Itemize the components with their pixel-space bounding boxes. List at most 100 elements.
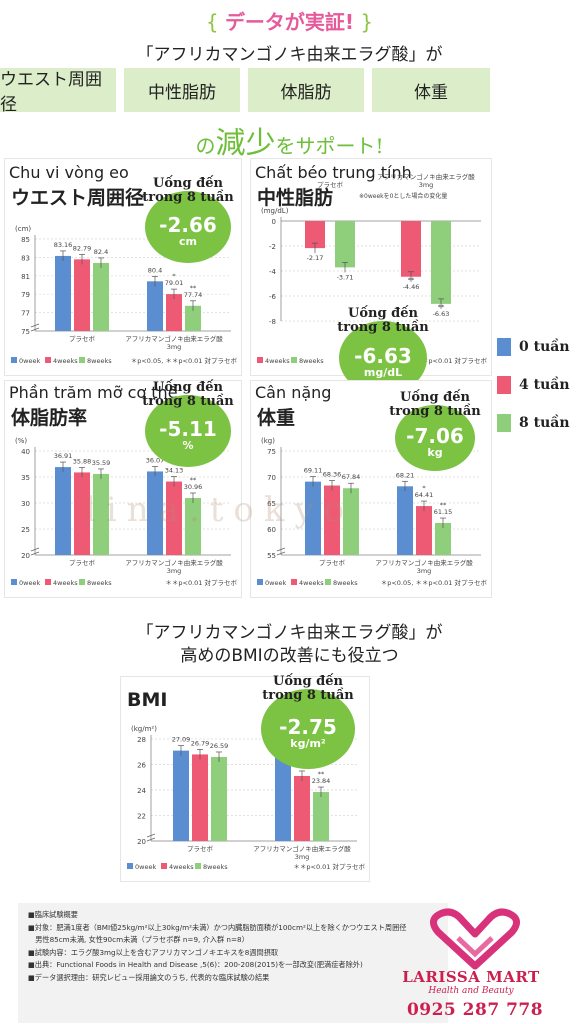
y-tick-label: 20 — [21, 552, 30, 560]
y-tick-label: 79 — [21, 291, 30, 299]
legend-swatch — [291, 579, 297, 585]
legend-swatch — [195, 863, 201, 869]
x-group-label: アフリカマンゴノキ由来エラグ酸 — [375, 558, 473, 567]
data-label: 35.88 — [73, 457, 92, 465]
data-label: -4.46 — [403, 283, 420, 291]
axis-break-mark — [30, 323, 40, 332]
legend-label: 0week — [19, 357, 40, 365]
trial-notes: ■臨床試験概要 ■対象：肥満1度者（BMI値25kg/m²以上30kg/m²未満… — [18, 903, 448, 1023]
chart-jp-title: ウエスト周囲径 — [11, 187, 145, 209]
legend-swatch — [79, 579, 85, 585]
data-label: 34.13 — [165, 467, 184, 475]
y-tick-label: 25 — [21, 526, 30, 534]
data-label: 80.4 — [148, 266, 162, 274]
callout-bubble: -2.66 cm — [145, 191, 231, 263]
legend-label: 4weeks — [169, 863, 194, 871]
x-group-label: 3mg — [417, 567, 432, 575]
callout-label: Uống đến trong 8 tuần — [137, 381, 239, 408]
axis-break-mark — [276, 547, 286, 556]
callout-label-line: Uống đến — [153, 380, 223, 395]
y-tick-label: 60 — [267, 526, 276, 534]
y-tick-label: 81 — [21, 273, 30, 281]
callout-label-line: trong 8 tuần — [142, 189, 234, 205]
legend-swatch — [325, 579, 331, 585]
category-tabs: ウエスト周囲径 中性脂肪 体脂肪 体重 — [0, 68, 579, 115]
y-tick-label: 85 — [21, 236, 30, 244]
callout-label-line: trong 8 tuần — [389, 403, 481, 419]
y-tick-label: -2 — [269, 243, 276, 251]
bar-8weeks — [185, 305, 201, 331]
tab-bodyfat: 体脂肪 — [248, 68, 364, 112]
data-label: 36.07 — [146, 456, 165, 464]
page-subtitle: 「アフリカマンゴノキ由来エラグ酸」が — [136, 45, 443, 65]
y-unit-label: (kg) — [261, 437, 275, 445]
y-unit-label: (%) — [15, 437, 27, 445]
x-group-label: アフリカマンゴノキ由来エラグ酸 — [125, 558, 223, 567]
legend-swatch — [257, 357, 263, 363]
y-tick-label: 55 — [267, 552, 276, 560]
bar-4weeks — [74, 259, 90, 331]
x-group-label: 3mg — [295, 853, 310, 861]
y-tick-label: -4 — [269, 268, 277, 276]
legend-swatch — [257, 579, 263, 585]
notes-line: ■出典：Functional Foods in Health and Disea… — [28, 960, 363, 970]
callout-label: Uống đến trong 8 tuần — [387, 391, 483, 418]
legend-swatch — [127, 863, 133, 869]
legend-label: 8weeks — [203, 863, 228, 871]
legend-swatch — [45, 357, 51, 363]
data-label: 26.79 — [191, 739, 210, 747]
chart-panel-waist: Chu vi vòng eo ウエスト周囲径 (cm) 75 77 79 81 83 85 83.… — [4, 158, 242, 376]
data-label: 30.96 — [184, 483, 203, 491]
bar-4weeks — [401, 221, 421, 277]
chart-panel-bmi: BMI (kg/m²) 20 22 24 26 28 27.09 26.79 26.59 プラセボ 2… — [120, 675, 370, 882]
data-label: 61.15 — [434, 508, 453, 516]
y-tick-label: 20 — [137, 838, 146, 846]
callout-value: -6.63 — [354, 344, 412, 368]
y-tick-label: 0 — [272, 218, 276, 226]
chart-panel-triglyceride: Chất béo trung tính 中性脂肪 ※0weekを0とした場合の変化量… — [250, 158, 492, 395]
data-label: 36.91 — [54, 452, 73, 460]
brand-logo-icon — [430, 908, 520, 970]
bar-4weeks — [305, 221, 325, 249]
bar-0week — [173, 750, 189, 841]
y-tick-label: 30 — [21, 500, 30, 508]
legend-week0: 0 tuần — [497, 338, 570, 356]
chart-jp-title: 体脂肪率 — [11, 407, 88, 429]
y-tick-label: 26 — [137, 762, 146, 770]
bar-0week — [147, 471, 163, 555]
y-tick-label: 24 — [137, 787, 146, 795]
callout-value: -5.11 — [159, 417, 217, 441]
callout-bubble: -7.06 kg — [395, 405, 475, 471]
callout-value: -7.06 — [406, 424, 464, 448]
legend-swatch — [11, 357, 17, 363]
bar-4weeks — [294, 775, 310, 841]
data-label: 68.36 — [323, 471, 342, 479]
callout-label-line: trong 8 tuần — [262, 687, 354, 703]
data-label: 35.59 — [92, 459, 111, 467]
axis-break-mark — [146, 833, 156, 842]
chart-jp-title: 中性脂肪 — [257, 187, 334, 209]
tab-triglyceride: 中性脂肪 — [124, 68, 240, 112]
callout-label-line: Uống đến — [400, 390, 470, 405]
significance-mark: ** — [408, 276, 415, 284]
legend-label: 4weeks — [53, 579, 78, 587]
legend-label: 0week — [19, 579, 40, 587]
bar-8weeks — [211, 756, 227, 841]
y-tick-label: -8 — [269, 318, 276, 326]
bar-8weeks — [93, 262, 109, 331]
footnote: ＊＊p<0.01 対プラセボ — [415, 356, 487, 365]
chart-note: ※0weekを0とした場合の変化量 — [359, 193, 448, 200]
legend-label: 4weeks — [53, 357, 78, 365]
brand-tagline: Health and Beauty — [428, 986, 514, 996]
notes-line: ■試験内容：エラグ酸3mg以上を含むアフリカマンゴノキエキスを8週間摂取 — [28, 947, 279, 957]
callout-label: Uống đến trong 8 tuần — [253, 675, 363, 702]
footnote: ＊p<0.05, ＊＊p<0.01 対プラセボ — [131, 356, 238, 365]
bar-8weeks — [343, 488, 359, 555]
significance-mark: ** — [318, 770, 325, 778]
y-tick-label: 77 — [21, 310, 30, 318]
y-unit-label: (cm) — [15, 225, 31, 233]
y-tick-label: 22 — [137, 813, 146, 821]
bar-0week — [397, 486, 413, 555]
legend-swatch — [11, 579, 17, 585]
bar-8weeks — [435, 523, 451, 555]
